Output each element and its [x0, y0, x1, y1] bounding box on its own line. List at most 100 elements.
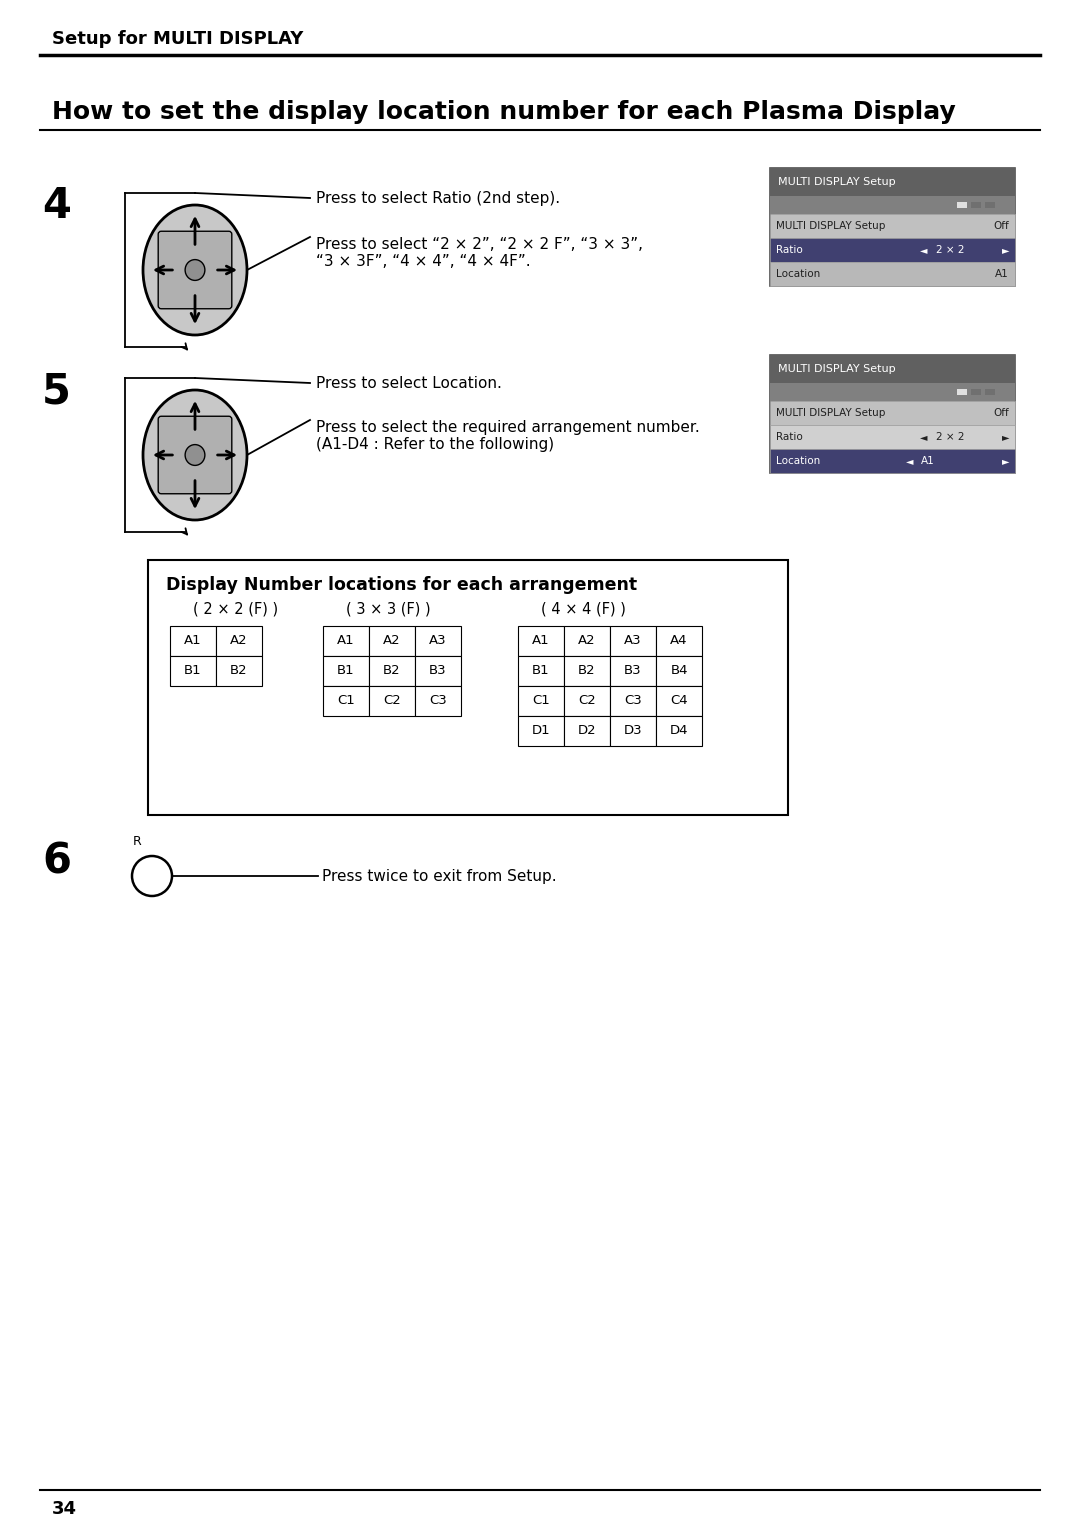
Text: C4: C4 [671, 695, 688, 707]
Ellipse shape [143, 205, 247, 335]
Bar [323, 656, 369, 686]
Bar [518, 656, 564, 686]
Text: Press twice to exit from Setup.: Press twice to exit from Setup. [322, 868, 556, 883]
Text: Display Number locations for each arrangement: Display Number locations for each arrang… [166, 576, 637, 594]
Text: B1: B1 [185, 665, 202, 677]
Text: Location: Location [777, 269, 820, 280]
Text: A1: A1 [337, 634, 355, 648]
Text: D4: D4 [670, 724, 688, 738]
Bar [656, 717, 702, 746]
Bar [170, 656, 216, 686]
Text: A1: A1 [921, 455, 935, 466]
Bar [770, 354, 1015, 384]
Text: ◄: ◄ [920, 432, 928, 442]
Text: 2 × 2: 2 × 2 [935, 432, 964, 442]
Bar [957, 390, 967, 396]
Text: Ratio: Ratio [777, 244, 802, 255]
Text: B3: B3 [429, 665, 447, 677]
Text: A2: A2 [578, 634, 596, 648]
Ellipse shape [185, 445, 205, 466]
Bar [369, 686, 415, 717]
Text: Press to select Location.: Press to select Location. [316, 376, 502, 391]
Bar [770, 168, 1015, 286]
Text: ◄: ◄ [920, 244, 928, 255]
Bar [518, 626, 564, 656]
Bar [770, 261, 1015, 286]
Bar [770, 384, 1015, 400]
Bar [770, 400, 1015, 425]
FancyBboxPatch shape [158, 231, 232, 309]
Text: ( 2 × 2 (F) ): ( 2 × 2 (F) ) [193, 601, 279, 616]
Text: D3: D3 [623, 724, 643, 738]
Text: Press to select “2 × 2”, “2 × 2 F”, “3 × 3”,
“3 × 3F”, “4 × 4”, “4 × 4F”.: Press to select “2 × 2”, “2 × 2 F”, “3 ×… [316, 237, 643, 269]
Bar [610, 656, 656, 686]
Text: 4: 4 [42, 185, 71, 228]
Text: 34: 34 [52, 1500, 77, 1517]
Text: Setup for MULTI DISPLAY: Setup for MULTI DISPLAY [52, 31, 303, 47]
Text: Press to select Ratio (2nd step).: Press to select Ratio (2nd step). [316, 191, 561, 205]
Text: ►: ► [1001, 455, 1009, 466]
Text: B1: B1 [337, 665, 355, 677]
Text: A1: A1 [996, 269, 1009, 280]
Text: D1: D1 [531, 724, 551, 738]
Bar [770, 354, 1015, 474]
Text: C1: C1 [337, 695, 355, 707]
Bar [369, 656, 415, 686]
Text: A3: A3 [429, 634, 447, 648]
Text: A3: A3 [624, 634, 642, 648]
Bar [971, 202, 981, 208]
Bar [610, 686, 656, 717]
Text: How to set the display location number for each Plasma Display: How to set the display location number f… [52, 99, 956, 124]
Bar [770, 168, 1015, 196]
Text: B2: B2 [578, 665, 596, 677]
Bar [564, 626, 610, 656]
Text: MULTI DISPLAY Setup: MULTI DISPLAY Setup [778, 177, 895, 186]
Text: A1: A1 [532, 634, 550, 648]
Bar [148, 559, 788, 814]
Bar [518, 686, 564, 717]
Text: A2: A2 [383, 634, 401, 648]
Text: Press to select the required arrangement number.
(A1-D4 : Refer to the following: Press to select the required arrangement… [316, 420, 700, 452]
Bar [656, 686, 702, 717]
Text: C3: C3 [429, 695, 447, 707]
Bar [323, 686, 369, 717]
Text: B4: B4 [671, 665, 688, 677]
Ellipse shape [143, 390, 247, 520]
Text: ►: ► [1001, 244, 1009, 255]
Bar [770, 238, 1015, 261]
Bar [518, 717, 564, 746]
Circle shape [132, 856, 172, 895]
Bar [770, 196, 1015, 214]
Text: B3: B3 [624, 665, 642, 677]
Text: ►: ► [1001, 432, 1009, 442]
Text: 2 × 2: 2 × 2 [935, 244, 964, 255]
Text: C2: C2 [578, 695, 596, 707]
Bar [564, 656, 610, 686]
Text: R: R [133, 834, 141, 848]
Bar [415, 626, 461, 656]
Text: Off: Off [994, 222, 1009, 231]
Bar [770, 449, 1015, 474]
Text: A4: A4 [671, 634, 688, 648]
Bar [656, 626, 702, 656]
Bar [985, 202, 995, 208]
Bar [770, 214, 1015, 238]
Bar [170, 626, 216, 656]
Text: C3: C3 [624, 695, 642, 707]
Bar [770, 425, 1015, 449]
Text: B2: B2 [383, 665, 401, 677]
Bar [610, 626, 656, 656]
Bar [971, 390, 981, 396]
Bar [610, 717, 656, 746]
Text: Ratio: Ratio [777, 432, 802, 442]
Text: D2: D2 [578, 724, 596, 738]
Bar [415, 686, 461, 717]
Text: C1: C1 [532, 695, 550, 707]
Bar [323, 626, 369, 656]
Text: ( 3 × 3 (F) ): ( 3 × 3 (F) ) [346, 601, 431, 616]
Text: 6: 6 [42, 840, 71, 882]
Text: 5: 5 [42, 370, 71, 413]
Bar [957, 202, 967, 208]
Bar [216, 626, 262, 656]
Text: MULTI DISPLAY Setup: MULTI DISPLAY Setup [777, 408, 886, 419]
